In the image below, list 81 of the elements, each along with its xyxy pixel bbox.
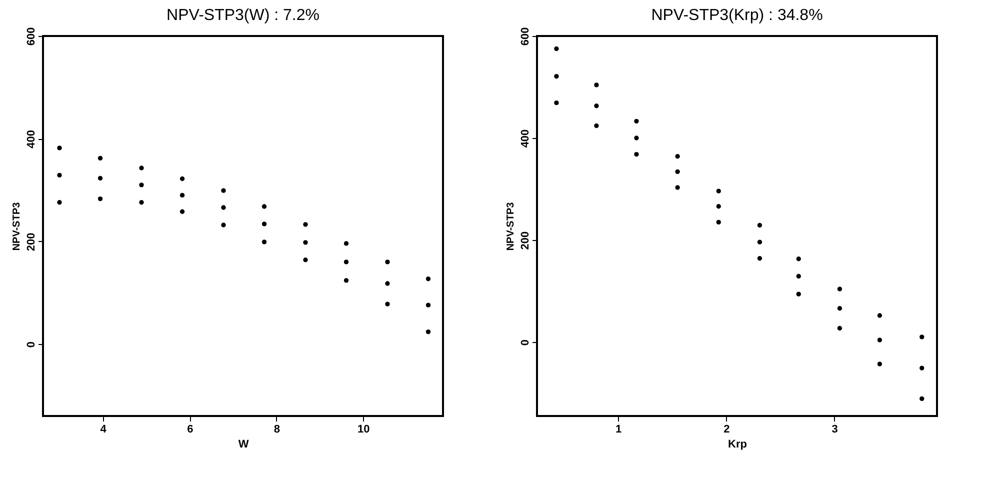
point (716, 204, 721, 209)
x-axis-title: Krp (728, 438, 748, 450)
point (594, 82, 599, 88)
point (344, 260, 349, 264)
point (837, 286, 842, 292)
point (426, 302, 431, 308)
y-tick-label: 400 (520, 129, 532, 148)
point (385, 302, 390, 306)
point (554, 46, 559, 52)
x-tick-label: 6 (187, 424, 194, 436)
point (262, 240, 267, 244)
x-tick-label: 3 (832, 424, 838, 436)
y-tick-label: 200 (26, 232, 38, 252)
point (757, 256, 762, 261)
point (385, 281, 390, 286)
point (796, 292, 801, 296)
y-tick-label: 0 (520, 339, 532, 346)
point (221, 222, 226, 228)
x-axis-title: W (238, 438, 250, 450)
point (221, 188, 226, 193)
point (920, 366, 924, 370)
point (554, 74, 559, 79)
y-axis-title: NPV-STP3 (506, 202, 516, 251)
point (303, 222, 308, 227)
point (877, 313, 882, 318)
point (634, 136, 639, 140)
x-tick-label: 2 (724, 424, 730, 436)
point (303, 240, 308, 245)
point (139, 200, 144, 205)
point (98, 156, 103, 161)
x-tick-label: 10 (358, 424, 370, 436)
point (344, 241, 349, 246)
point (262, 222, 267, 226)
point (221, 205, 226, 210)
point (57, 200, 62, 205)
point (716, 220, 721, 225)
point (837, 306, 842, 311)
point (757, 240, 762, 244)
y-tick-label: 600 (520, 27, 532, 46)
point (139, 166, 144, 170)
x-tick-label: 4 (100, 424, 108, 436)
point (180, 209, 185, 214)
point (877, 362, 882, 366)
point (57, 146, 62, 150)
point (920, 396, 924, 401)
y-tick-label: 400 (26, 130, 38, 148)
point (426, 276, 431, 282)
point (385, 260, 390, 264)
point (98, 196, 103, 202)
point (675, 169, 680, 174)
chart-title: NPV-STP3(Krp) : 34.8% (651, 6, 823, 24)
point (262, 204, 267, 209)
point (344, 278, 349, 283)
point (634, 152, 639, 157)
point (594, 104, 599, 108)
y-tick-label: 600 (26, 27, 38, 46)
point (837, 326, 842, 331)
y-tick-label: 0 (26, 342, 38, 348)
point (877, 338, 882, 342)
point (57, 172, 62, 178)
y-axis-title: NPV-STP3 (12, 202, 22, 251)
point (594, 123, 599, 128)
point (303, 258, 308, 262)
point (796, 274, 801, 279)
point (634, 118, 639, 124)
point (796, 256, 801, 262)
point (675, 154, 680, 159)
point (139, 182, 144, 188)
point (180, 192, 185, 198)
point (180, 176, 185, 182)
x-tick-label: 1 (616, 424, 622, 436)
point (716, 188, 721, 194)
point (426, 329, 431, 334)
point (98, 176, 103, 181)
point (554, 100, 559, 106)
point (675, 185, 680, 190)
y-tick-label: 200 (520, 231, 532, 250)
point (920, 334, 924, 340)
point (757, 222, 762, 228)
x-tick-label: 8 (274, 424, 280, 436)
chart-title: NPV-STP3(W) : 7.2% (166, 6, 320, 24)
